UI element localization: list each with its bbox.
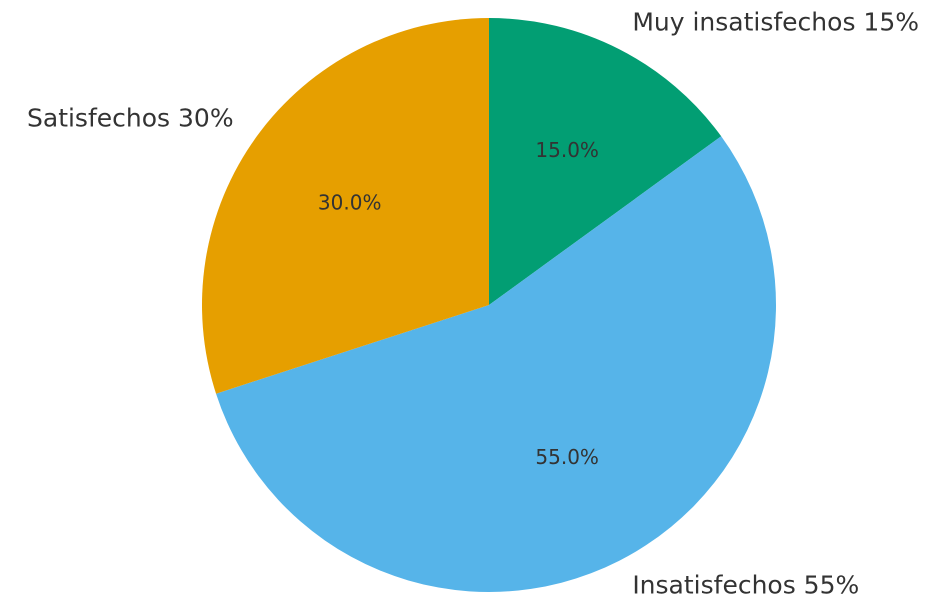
slice-label: Satisfechos 30% xyxy=(27,103,234,132)
pie-slice xyxy=(489,18,722,305)
pie-slice xyxy=(201,18,489,394)
slice-label: Insatisfechos 55% xyxy=(632,570,859,597)
value-label: 30.0% xyxy=(318,190,382,214)
slice-label: Muy insatisfechos 15% xyxy=(632,8,919,37)
value-label: 55.0% xyxy=(535,445,599,469)
value-label: 15.0% xyxy=(535,138,599,162)
pie-slice xyxy=(216,136,777,592)
